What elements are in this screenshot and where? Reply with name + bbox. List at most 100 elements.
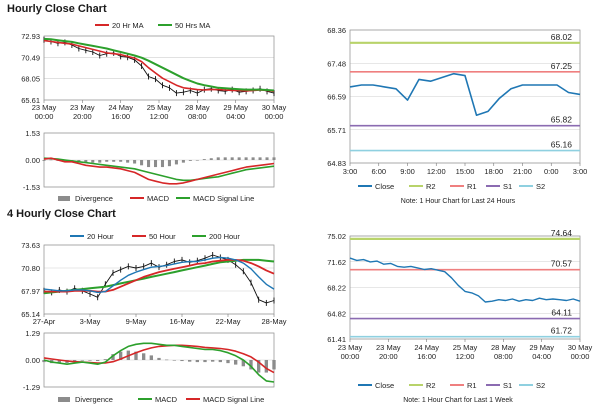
tr-x-tick: 0:00 bbox=[544, 167, 559, 176]
ml-divergence-bar bbox=[126, 160, 130, 163]
br-x-tick: 30 May bbox=[568, 343, 593, 352]
ml-legend-divergence-swatch bbox=[58, 196, 70, 201]
bml-divergence-bar bbox=[42, 360, 46, 363]
tr-legend-r1-label: R1 bbox=[467, 182, 477, 191]
ml-legend-macd-label: MACD bbox=[147, 194, 170, 203]
br-x-tick: 00:00 bbox=[341, 352, 360, 361]
br-x-tick: 12:00 bbox=[456, 352, 475, 361]
bl-frame bbox=[43, 244, 275, 315]
tr-x-tick: 6:00 bbox=[371, 167, 386, 176]
bml-macd-line bbox=[43, 342, 275, 383]
ml-divergence-bar bbox=[147, 160, 151, 168]
bml-divergence-bar bbox=[249, 360, 253, 370]
bl-y-tick: 65.14 bbox=[21, 310, 40, 319]
tl-x-tick: 20:00 bbox=[73, 112, 92, 121]
br-x-tick: 00:00 bbox=[571, 352, 590, 361]
bml-divergence-bar bbox=[256, 360, 261, 373]
br-y-tick: 64.82 bbox=[327, 309, 346, 318]
tl-x-tick: 12:00 bbox=[150, 112, 169, 121]
tl-50hrs-ma-line bbox=[43, 37, 275, 92]
ml-divergence-bar bbox=[181, 160, 185, 163]
bml-divergence-bar bbox=[149, 355, 154, 360]
bml-divergence-bar bbox=[164, 359, 169, 361]
br-level-label-s1: 64.11 bbox=[551, 308, 572, 318]
bml-divergence-bar bbox=[195, 360, 200, 363]
bml-divergence-bar bbox=[233, 360, 238, 365]
br-x-tick: 28 May bbox=[491, 343, 516, 352]
ml-y-tick: -1.53 bbox=[23, 183, 40, 192]
ml-divergence-bar bbox=[237, 157, 241, 160]
bl-x-tick: 9-May bbox=[126, 317, 147, 326]
bl-x-tick: 28-May bbox=[261, 317, 286, 326]
ml-divergence-bar bbox=[119, 160, 123, 162]
bl-legend-50-hour-label: 50 Hour bbox=[149, 232, 176, 241]
tl-x-tick: 28 May bbox=[185, 103, 210, 112]
tl-20hr-ma-line bbox=[43, 39, 275, 93]
bl-x-tick: 3-May bbox=[80, 317, 101, 326]
tl-y-tick: 72.93 bbox=[21, 32, 40, 41]
tr-legend-s2-label: S2 bbox=[536, 182, 545, 191]
tr-x-tick: 12:00 bbox=[427, 167, 446, 176]
bml-y-tick: -1.29 bbox=[23, 383, 40, 392]
tl-y-tick: 68.05 bbox=[21, 75, 40, 84]
br-legend-s2-label: S2 bbox=[536, 381, 545, 390]
bml-divergence-bar bbox=[95, 360, 100, 362]
bml-legend-divergence-label: Divergence bbox=[75, 395, 113, 404]
tr-y-tick: 64.83 bbox=[327, 159, 346, 168]
tl-x-tick: 00:00 bbox=[265, 112, 284, 121]
br-x-tick: 16:00 bbox=[417, 352, 436, 361]
tl-x-tick: 00:00 bbox=[35, 112, 54, 121]
bml-divergence-bar bbox=[272, 360, 276, 370]
br-y-tick: 61.41 bbox=[327, 335, 346, 344]
tl-legend-50hrs-ma-label: 50 Hrs MA bbox=[175, 21, 210, 30]
ml-macd-line bbox=[43, 157, 275, 185]
tl-x-tick: 29 May bbox=[223, 103, 248, 112]
ml-divergence-bar bbox=[98, 160, 102, 163]
bml-divergence-bar bbox=[141, 353, 146, 360]
bl-legend-200-hour-label: 200 Hour bbox=[209, 232, 240, 241]
ml-divergence-bar bbox=[153, 160, 158, 168]
br-legend-close-label: Close bbox=[375, 381, 394, 390]
ml-divergence-bar bbox=[216, 157, 220, 160]
tr-y-tick: 68.36 bbox=[327, 26, 346, 35]
ml-divergence-bar bbox=[209, 158, 213, 160]
tl-x-tick: 30 May bbox=[262, 103, 287, 112]
bl-20-hour-line bbox=[43, 256, 275, 294]
ml-y-tick: 1.53 bbox=[25, 129, 40, 138]
br-y-tick: 68.22 bbox=[327, 284, 346, 293]
ml-legend-divergence-label: Divergence bbox=[75, 194, 113, 203]
bml-divergence-bar bbox=[88, 360, 92, 361]
ml-divergence-bar bbox=[77, 160, 81, 162]
bml-divergence-bar bbox=[172, 360, 177, 361]
bml-divergence-bar bbox=[241, 360, 246, 367]
br-x-tick: 23 May bbox=[376, 343, 401, 352]
tr-level-label-s2: 65.16 bbox=[551, 140, 573, 150]
bl-y-tick: 73.63 bbox=[21, 241, 40, 250]
ml-divergence-bar bbox=[195, 160, 199, 161]
bml-divergence-bar bbox=[134, 351, 138, 360]
ml-divergence-bar bbox=[244, 157, 248, 160]
ml-divergence-bar bbox=[167, 160, 171, 167]
tr-level-label-s1: 65.82 bbox=[551, 115, 573, 125]
bml-divergence-bar bbox=[226, 360, 230, 364]
bml-legend-signal-label: MACD Signal Line bbox=[203, 395, 264, 404]
ml-divergence-bar bbox=[174, 160, 178, 165]
tr-x-tick: 3:00 bbox=[343, 167, 358, 176]
br-x-tick: 08:00 bbox=[494, 352, 513, 361]
bml-legend-macd-label: MACD bbox=[155, 395, 178, 404]
ml-divergence-bar bbox=[160, 160, 165, 168]
br-legend-s1-label: S1 bbox=[503, 381, 512, 390]
bml-divergence-bar bbox=[187, 360, 192, 362]
ml-divergence-bar bbox=[188, 160, 192, 161]
tr-x-tick: 3:00 bbox=[573, 167, 588, 176]
bml-divergence-bar bbox=[57, 360, 62, 364]
ml-divergence-bar bbox=[202, 159, 206, 160]
hourly-section-title: Hourly Close Chart bbox=[7, 3, 107, 15]
tr-x-tick: 9:00 bbox=[400, 167, 415, 176]
ml-divergence-bar bbox=[133, 160, 137, 164]
tr-legend-close-label: Close bbox=[375, 182, 394, 191]
tl-x-tick: 24 May bbox=[108, 103, 133, 112]
tl-x-tick: 23 May bbox=[70, 103, 95, 112]
ml-divergence-bar bbox=[105, 160, 109, 162]
